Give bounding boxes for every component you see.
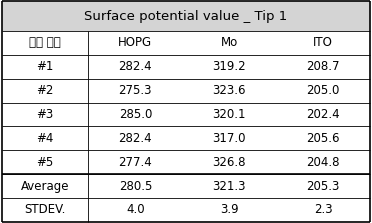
Text: #3: #3 [36,108,54,121]
Text: 280.5: 280.5 [119,180,152,193]
Text: Average: Average [21,180,70,193]
Text: 323.6: 323.6 [212,84,246,97]
Text: 204.8: 204.8 [307,156,340,169]
Text: 4.0: 4.0 [126,203,145,217]
Text: 319.2: 319.2 [212,60,246,73]
Text: 282.4: 282.4 [119,60,152,73]
Text: 317.0: 317.0 [212,132,246,145]
Text: #5: #5 [36,156,54,169]
Text: #1: #1 [36,60,54,73]
Text: 205.0: 205.0 [307,84,340,97]
Text: 321.3: 321.3 [212,180,246,193]
Text: 2.3: 2.3 [314,203,333,217]
Text: 277.4: 277.4 [119,156,152,169]
Text: 320.1: 320.1 [212,108,246,121]
Text: #4: #4 [36,132,54,145]
Text: STDEV.: STDEV. [25,203,66,217]
Text: 275.3: 275.3 [119,84,152,97]
Text: 3.9: 3.9 [220,203,238,217]
Text: 326.8: 326.8 [212,156,246,169]
Text: ITO: ITO [313,36,333,49]
Text: 202.4: 202.4 [307,108,340,121]
Text: 285.0: 285.0 [119,108,152,121]
Text: Mo: Mo [221,36,238,49]
Text: 205.3: 205.3 [307,180,340,193]
Text: Surface potential value _ Tip 1: Surface potential value _ Tip 1 [84,10,288,23]
Bar [2,1,370,31]
Text: HOPG: HOPG [118,36,153,49]
Text: 205.6: 205.6 [307,132,340,145]
Text: #2: #2 [36,84,54,97]
Text: 측정 위치: 측정 위치 [29,36,61,49]
Text: 208.7: 208.7 [307,60,340,73]
Text: 282.4: 282.4 [119,132,152,145]
